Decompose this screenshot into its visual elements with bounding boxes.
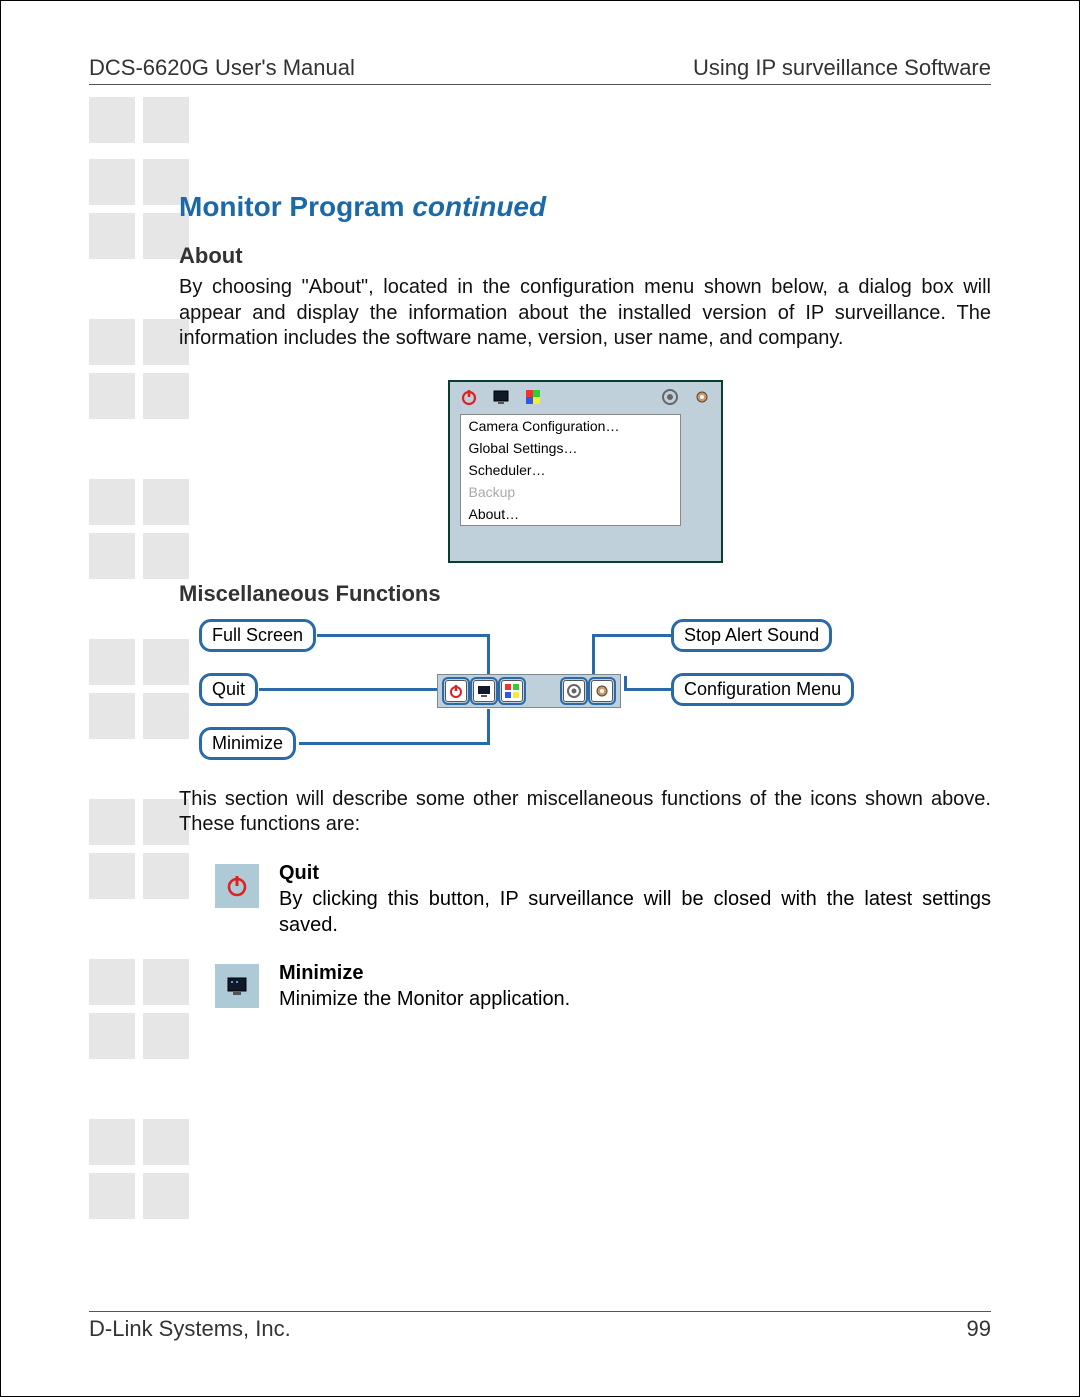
page-number: 99 xyxy=(967,1316,991,1342)
bell-icon xyxy=(661,388,679,406)
menu-item-global-settings[interactable]: Global Settings… xyxy=(461,437,680,459)
misc-diagram: Full Screen Quit Minimize Stop Alert Sou… xyxy=(199,619,923,769)
config-toolbar xyxy=(450,382,721,412)
content-area: Monitor Program continued About By choos… xyxy=(179,191,991,1013)
misc-text: This section will describe some other mi… xyxy=(179,787,991,838)
toolbar xyxy=(437,674,621,708)
footer-left: D-Link Systems, Inc. xyxy=(89,1316,291,1342)
config-menu-button[interactable] xyxy=(591,680,613,702)
gear-icon xyxy=(693,388,711,406)
function-minimize-text: Minimize the Monitor application. xyxy=(279,987,991,1013)
function-quit-text: By clicking this button, IP surveillance… xyxy=(279,887,991,938)
function-quit-row: Quit By clicking this button, IP surveil… xyxy=(215,862,991,938)
callout-stop-alert: Stop Alert Sound xyxy=(671,619,832,652)
header-right: Using IP surveillance Software xyxy=(693,55,991,81)
monitor-icon xyxy=(492,388,510,406)
menu-item-backup: Backup xyxy=(461,481,680,503)
section-title: Monitor Program continued xyxy=(179,191,991,223)
menu-item-about[interactable]: About… xyxy=(461,503,680,525)
callout-full-screen: Full Screen xyxy=(199,619,316,652)
footer-bar: D-Link Systems, Inc. 99 xyxy=(89,1311,991,1342)
function-minimize-title: Minimize xyxy=(279,962,991,985)
manual-page: DCS-6620G User's Manual Using IP surveil… xyxy=(0,0,1080,1397)
config-dropdown[interactable]: Camera Configuration… Global Settings… S… xyxy=(460,414,681,526)
config-menu-screenshot: Camera Configuration… Global Settings… S… xyxy=(448,380,723,563)
function-minimize-row: Minimize Minimize the Monitor applicatio… xyxy=(215,962,991,1013)
menu-item-camera-config[interactable]: Camera Configuration… xyxy=(461,415,680,437)
quit-icon xyxy=(215,864,259,908)
palette-icon xyxy=(524,388,542,406)
menu-item-scheduler[interactable]: Scheduler… xyxy=(461,459,680,481)
header-left: DCS-6620G User's Manual xyxy=(89,55,355,81)
section-title-b: continued xyxy=(412,191,546,222)
full-screen-button[interactable] xyxy=(501,680,523,702)
section-title-a: Monitor Program xyxy=(179,191,412,222)
stop-alert-button[interactable] xyxy=(563,680,585,702)
callout-config-menu: Configuration Menu xyxy=(671,673,854,706)
about-heading: About xyxy=(179,243,991,269)
minimize-icon xyxy=(215,964,259,1008)
quit-button[interactable] xyxy=(445,680,467,702)
minimize-button[interactable] xyxy=(473,680,495,702)
header-bar: DCS-6620G User's Manual Using IP surveil… xyxy=(89,55,991,85)
side-squares xyxy=(89,97,189,1227)
callout-quit: Quit xyxy=(199,673,258,706)
callout-minimize: Minimize xyxy=(199,727,296,760)
misc-heading: Miscellaneous Functions xyxy=(179,581,991,607)
power-icon xyxy=(460,388,478,406)
about-text: By choosing "About", located in the conf… xyxy=(179,275,991,352)
function-quit-title: Quit xyxy=(279,862,991,885)
